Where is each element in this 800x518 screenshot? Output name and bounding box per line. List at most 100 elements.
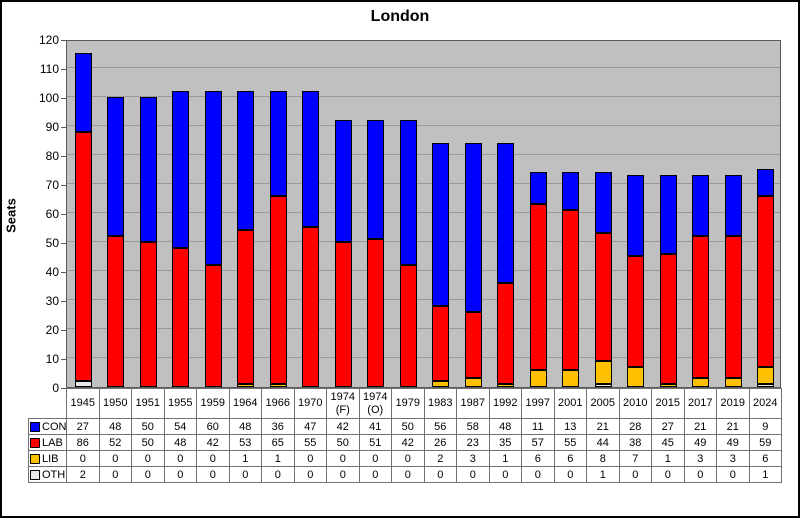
table-row-con: CON 27 48 50 54 60 48 36 47 42 41 50 56 58 48 11 13 21 28 2… <box>28 418 782 435</box>
bar-segment-con-1974(F) <box>335 120 352 242</box>
y-tick-label: 120 <box>38 33 59 47</box>
value-cell: 0 <box>651 466 685 483</box>
bar-segment-con-1979 <box>400 120 417 265</box>
year-cell: 1959 <box>196 388 230 419</box>
year-cell: 1966 <box>261 388 295 419</box>
table-row-oth: OTH 2 0 0 0 0 0 0 0 0 0 0 0 0 0 0 0 1 0 0 0 0 1 <box>28 466 782 483</box>
value-cell: 0 <box>196 466 230 483</box>
value-cell: 3 <box>683 450 717 467</box>
value-cell: 49 <box>683 434 717 451</box>
value-cell: 23 <box>456 434 490 451</box>
legend-swatch-con <box>30 421 40 432</box>
year-cell: 1950 <box>98 388 132 419</box>
value-cell: 50 <box>131 418 165 435</box>
value-cell: 21 <box>683 418 717 435</box>
bar-segment-lab-2024 <box>757 196 774 367</box>
value-cell: 53 <box>228 434 262 451</box>
value-cell: 0 <box>683 466 717 483</box>
bar-segment-con-2005 <box>595 172 612 233</box>
value-cell: 1 <box>228 450 262 467</box>
year-cell: 2024 <box>748 388 782 419</box>
y-tick-mark <box>61 127 66 128</box>
bar-segment-lab-1951 <box>140 242 157 387</box>
value-cell: 1 <box>651 450 685 467</box>
value-cell: 0 <box>98 466 132 483</box>
value-cell: 49 <box>716 434 750 451</box>
value-cell: 50 <box>391 418 425 435</box>
value-cell: 0 <box>521 466 555 483</box>
bar-segment-lib-1992 <box>497 384 514 387</box>
year-cell: 2017 <box>683 388 717 419</box>
year-cell: 2010 <box>618 388 652 419</box>
gridline <box>67 299 780 300</box>
value-cell: 0 <box>163 450 197 467</box>
year-cell: 1983 <box>423 388 457 419</box>
y-tick-mark <box>61 156 66 157</box>
value-cell: 42 <box>326 418 360 435</box>
gridline <box>67 67 780 68</box>
legend-cell-lab: LAB <box>28 434 67 451</box>
bar-segment-lab-1966 <box>270 196 287 384</box>
y-tick-mark <box>61 301 66 302</box>
value-cell: 0 <box>391 466 425 483</box>
legend-swatch-oth <box>30 469 40 480</box>
value-cell: 0 <box>196 450 230 467</box>
bar-segment-lib-2019 <box>725 378 742 387</box>
gridline <box>67 183 780 184</box>
value-cell: 59 <box>748 434 782 451</box>
value-cell: 51 <box>358 434 392 451</box>
table-row-lab: LAB 86 52 50 48 42 53 65 55 50 51 42 26 23 35 57 55 44 38 4… <box>28 434 782 451</box>
bar-segment-con-1951 <box>140 97 157 242</box>
bar-segment-con-1992 <box>497 143 514 283</box>
bar-segment-lab-2017 <box>692 236 709 378</box>
legend-swatch-lib <box>30 453 40 464</box>
gridline <box>67 357 780 358</box>
value-cell: 27 <box>651 418 685 435</box>
bar-segment-lab-2001 <box>562 210 579 370</box>
bar-segment-lab-1959 <box>205 265 222 387</box>
y-tick-label: 110 <box>39 62 59 76</box>
bar-segment-con-1983 <box>432 143 449 306</box>
value-cell: 1 <box>488 450 522 467</box>
bar-segment-lab-1992 <box>497 283 514 384</box>
y-tick-label: 80 <box>45 149 59 163</box>
value-cell: 6 <box>553 450 587 467</box>
value-cell: 1 <box>261 450 295 467</box>
y-tick-label: 90 <box>45 120 59 134</box>
bar-segment-lab-2015 <box>660 254 677 384</box>
value-cell: 0 <box>391 450 425 467</box>
bar-segment-lab-1997 <box>530 204 547 370</box>
bar-segment-con-1959 <box>205 91 222 265</box>
value-cell: 38 <box>618 434 652 451</box>
bar-segment-lab-1955 <box>172 248 189 387</box>
value-cell: 44 <box>586 434 620 451</box>
bar-segment-con-2019 <box>725 175 742 236</box>
value-cell: 86 <box>66 434 100 451</box>
year-cell: 2001 <box>553 388 587 419</box>
value-cell: 36 <box>261 418 295 435</box>
y-tick-label: 40 <box>45 265 59 279</box>
bar-segment-lib-1964 <box>237 384 254 387</box>
year-cell: 1979 <box>391 388 425 419</box>
value-cell: 55 <box>553 434 587 451</box>
value-cell: 3 <box>716 450 750 467</box>
value-cell: 11 <box>521 418 555 435</box>
value-cell: 6 <box>748 450 782 467</box>
gridline <box>67 328 780 329</box>
y-tick-mark <box>61 185 66 186</box>
year-cell: 1970 <box>293 388 327 419</box>
year-header-row: 1945 1950 1951 1955 1959 1964 1966 1970 1974 (F)… <box>29 388 782 419</box>
bar-segment-con-2015 <box>660 175 677 254</box>
value-cell: 58 <box>456 418 490 435</box>
value-cell: 48 <box>163 434 197 451</box>
y-tick-mark <box>61 98 66 99</box>
value-cell: 41 <box>358 418 392 435</box>
value-cell: 26 <box>423 434 457 451</box>
chart-title: London <box>370 8 430 25</box>
bar-segment-lab-1970 <box>302 227 319 387</box>
value-cell: 55 <box>293 434 327 451</box>
bar-segment-lib-2001 <box>562 370 579 387</box>
value-cell: 2 <box>66 466 100 483</box>
value-cell: 0 <box>163 466 197 483</box>
value-cell: 0 <box>618 466 652 483</box>
